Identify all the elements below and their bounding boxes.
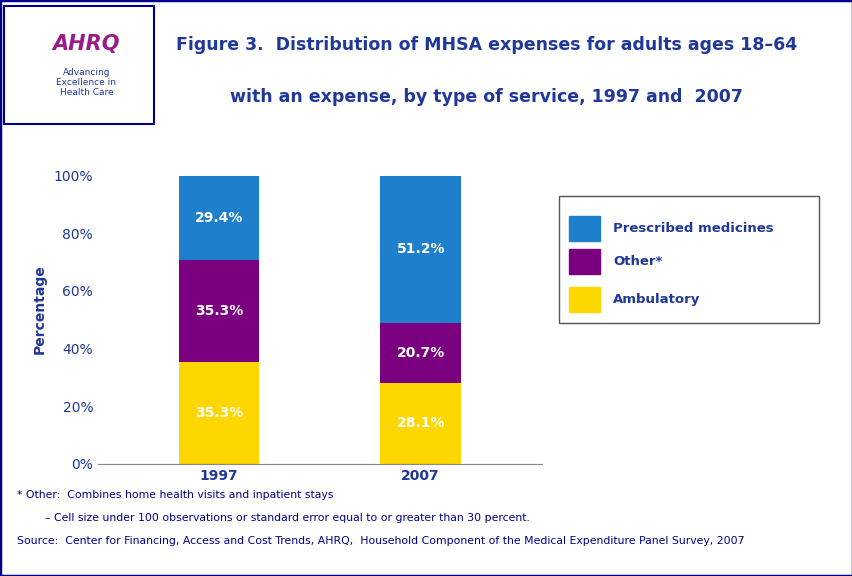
Bar [179,176,259,260]
Text: 20.7%: 20.7% [396,346,444,360]
Bar [568,249,600,274]
Y-axis label: Percentage: Percentage [32,265,47,354]
Text: 28.1%: 28.1% [396,416,445,430]
Bar [568,216,600,241]
Text: AHRQ: AHRQ [53,33,120,54]
Text: Source:  Center for Financing, Access and Cost Trends, AHRQ,  Household Componen: Source: Center for Financing, Access and… [17,536,744,546]
Text: 29.4%: 29.4% [194,211,243,225]
Text: Advancing
Excellence in
Health Care: Advancing Excellence in Health Care [56,67,116,97]
Text: Figure 3.  Distribution of MHSA expenses for adults ages 18–64: Figure 3. Distribution of MHSA expenses … [176,36,796,54]
Text: – Cell size under 100 observations or standard error equal to or greater than 30: – Cell size under 100 observations or st… [17,513,529,523]
Bar [380,383,460,464]
Text: Prescribed medicines: Prescribed medicines [613,222,773,235]
Bar [179,260,259,362]
Bar [380,176,460,323]
Bar [179,362,259,464]
Bar [380,323,460,383]
Text: 35.3%: 35.3% [195,406,243,420]
Text: Ambulatory: Ambulatory [613,293,699,306]
Text: * Other:  Combines home health visits and inpatient stays: * Other: Combines home health visits and… [17,490,333,500]
Text: 35.3%: 35.3% [195,304,243,318]
Bar [568,287,600,312]
Text: 51.2%: 51.2% [396,242,445,256]
Text: Other*: Other* [613,255,662,268]
Text: with an expense, by type of service, 1997 and  2007: with an expense, by type of service, 199… [229,88,742,106]
